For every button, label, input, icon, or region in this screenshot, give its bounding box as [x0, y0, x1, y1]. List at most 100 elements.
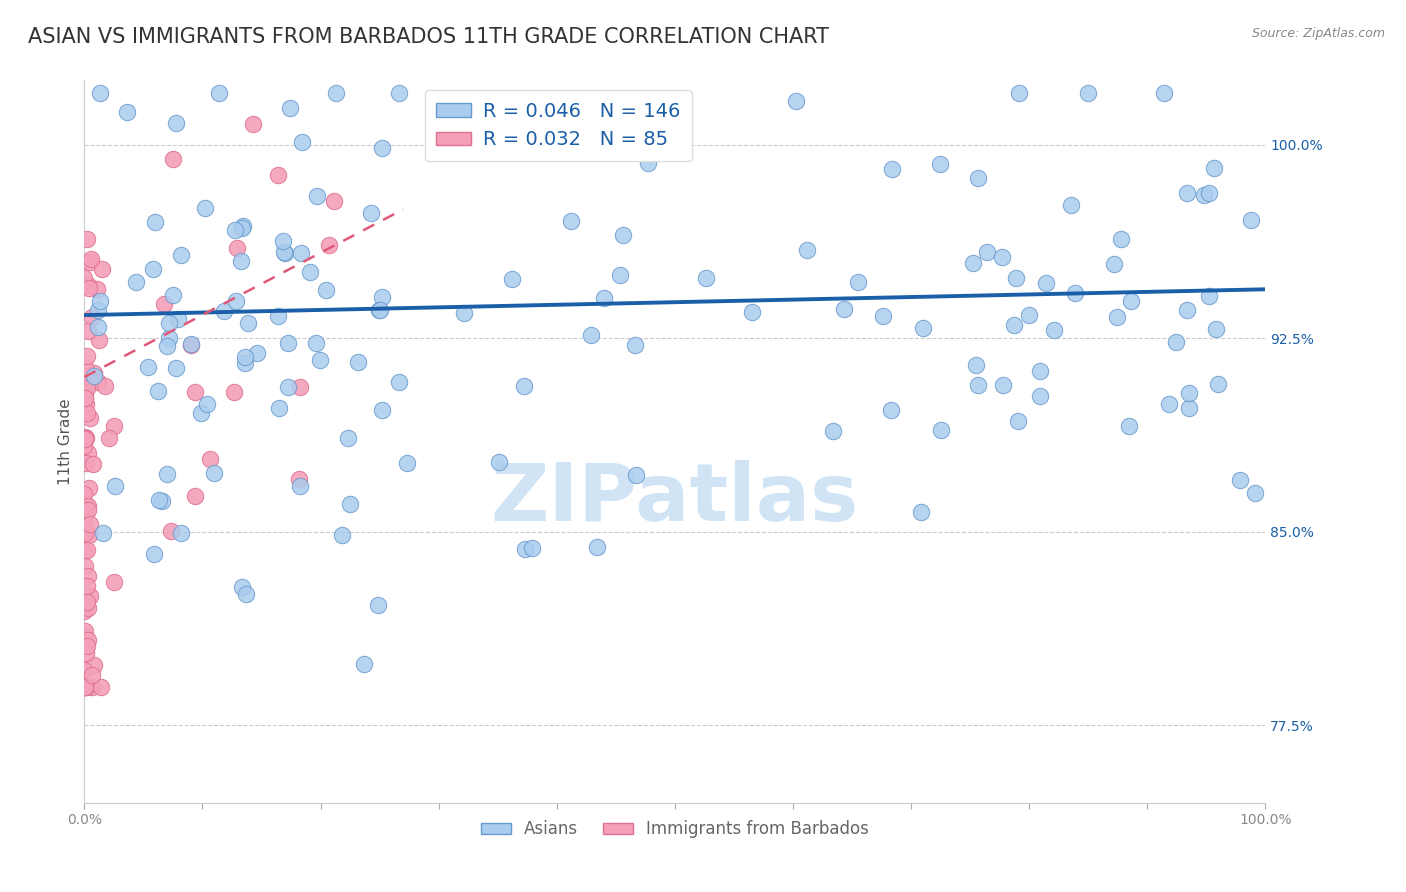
Point — [291, 135, 314, 149]
Point — [513, 542, 536, 557]
Point — [624, 468, 647, 483]
Point — [846, 275, 869, 289]
Point — [271, 234, 294, 248]
Point — [79, 528, 101, 542]
Point — [1166, 335, 1188, 350]
Point — [73, 558, 96, 573]
Point — [115, 105, 138, 120]
Point — [76, 569, 98, 583]
Point — [76, 639, 98, 653]
Point — [73, 506, 96, 520]
Point — [288, 380, 311, 394]
Point — [277, 335, 299, 350]
Point — [103, 418, 125, 433]
Point — [315, 283, 337, 297]
Point — [560, 214, 582, 228]
Point — [274, 246, 297, 260]
Point — [77, 481, 100, 495]
Point — [967, 378, 990, 392]
Point — [1204, 161, 1226, 175]
Point — [371, 141, 394, 155]
Point — [73, 680, 96, 694]
Point — [233, 356, 256, 370]
Point — [214, 304, 236, 318]
Point — [75, 680, 97, 694]
Point — [1007, 414, 1029, 428]
Point — [488, 455, 510, 469]
Point — [1178, 386, 1201, 401]
Point — [184, 489, 207, 503]
Point — [637, 156, 659, 170]
Point — [367, 599, 389, 613]
Point — [82, 457, 104, 471]
Point — [235, 350, 257, 364]
Point — [80, 252, 103, 266]
Point — [278, 101, 301, 115]
Point — [273, 244, 295, 259]
Point — [1198, 289, 1220, 303]
Point — [267, 168, 290, 182]
Point — [880, 403, 903, 417]
Point — [75, 359, 97, 374]
Point — [796, 243, 818, 257]
Point — [1029, 363, 1052, 377]
Point — [1118, 419, 1140, 434]
Point — [83, 367, 105, 381]
Point — [288, 479, 311, 493]
Point — [89, 293, 111, 308]
Point — [80, 310, 103, 325]
Point — [75, 646, 97, 660]
Point — [76, 499, 98, 513]
Point — [86, 281, 108, 295]
Point — [288, 472, 311, 486]
Point — [267, 309, 290, 323]
Point — [76, 232, 98, 246]
Point — [1018, 308, 1040, 322]
Point — [991, 250, 1014, 264]
Point — [1105, 310, 1128, 324]
Point — [73, 497, 96, 511]
Point — [80, 668, 103, 682]
Point — [318, 238, 340, 252]
Point — [520, 541, 543, 556]
Point — [77, 503, 100, 517]
Point — [353, 657, 375, 672]
Point — [83, 658, 105, 673]
Point — [157, 331, 180, 345]
Point — [73, 430, 96, 444]
Point — [1008, 86, 1031, 100]
Point — [73, 385, 96, 400]
Point — [367, 302, 389, 317]
Point — [231, 221, 253, 235]
Point — [77, 632, 100, 647]
Point — [76, 595, 98, 609]
Point — [166, 311, 188, 326]
Point — [741, 305, 763, 319]
Point — [76, 369, 98, 384]
Point — [83, 368, 105, 383]
Point — [76, 406, 98, 420]
Point — [73, 271, 96, 285]
Point — [165, 360, 187, 375]
Point — [695, 271, 717, 285]
Point — [832, 301, 855, 316]
Point — [224, 223, 246, 237]
Point — [872, 309, 894, 323]
Point — [976, 245, 998, 260]
Point — [156, 339, 179, 353]
Point — [93, 379, 115, 393]
Point — [307, 189, 329, 203]
Point — [75, 507, 97, 521]
Point — [1060, 198, 1083, 212]
Point — [1102, 257, 1125, 271]
Point — [162, 288, 184, 302]
Point — [87, 303, 110, 318]
Point — [882, 162, 904, 177]
Point — [76, 579, 98, 593]
Point — [1035, 276, 1057, 290]
Point — [967, 170, 990, 185]
Point — [1175, 303, 1198, 318]
Point — [236, 316, 259, 330]
Point — [148, 493, 170, 508]
Point — [371, 290, 394, 304]
